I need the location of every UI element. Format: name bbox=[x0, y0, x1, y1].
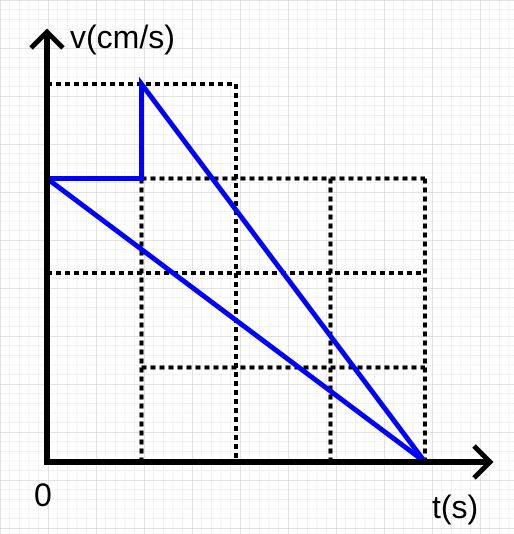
dashed-guide-lines bbox=[47, 82, 427, 462]
axes bbox=[29, 28, 494, 480]
y-axis-label: v(cm/s) bbox=[70, 19, 175, 55]
data-series bbox=[45, 76, 427, 464]
x-axis-arrowhead bbox=[472, 444, 494, 480]
series-line-2 bbox=[47, 76, 427, 464]
series-line-1 bbox=[45, 176, 427, 464]
y-axis-arrowhead bbox=[29, 28, 65, 50]
origin-label: 0 bbox=[34, 477, 52, 513]
x-axis-label: t(s) bbox=[432, 489, 478, 525]
